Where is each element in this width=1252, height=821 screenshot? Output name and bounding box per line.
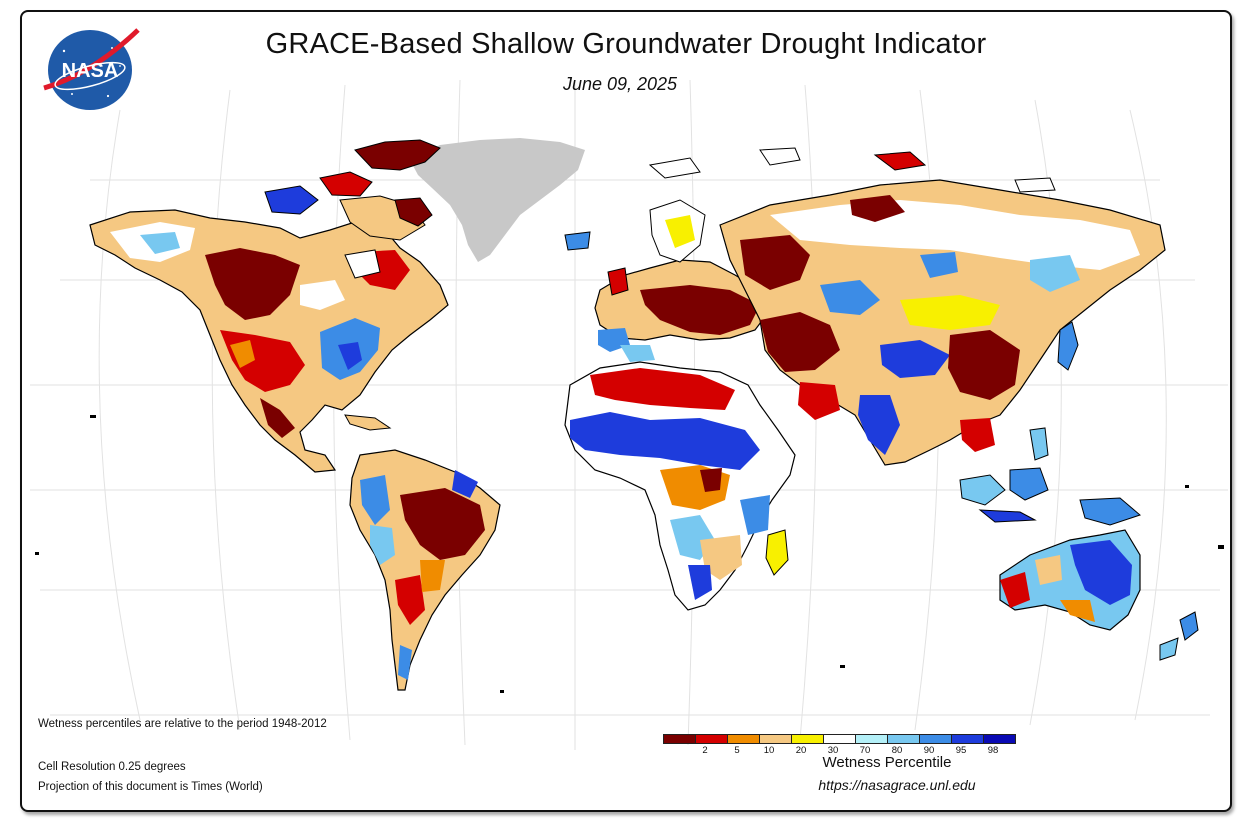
resolution-note: Cell Resolution 0.25 degrees bbox=[38, 761, 186, 773]
legend-swatch bbox=[727, 734, 760, 744]
svg-text:NASA: NASA bbox=[62, 60, 119, 82]
legend-swatch bbox=[759, 734, 792, 744]
australia bbox=[999, 529, 1199, 661]
projection-note: Projection of this document is Times (Wo… bbox=[38, 781, 263, 793]
legend-tick-label: 98 bbox=[987, 745, 999, 756]
legend-swatch bbox=[983, 734, 1016, 744]
africa bbox=[564, 361, 796, 611]
europe bbox=[564, 199, 771, 362]
southeast-asia bbox=[959, 427, 1141, 526]
legend-tick-label: 70 bbox=[859, 745, 871, 756]
legend-tick-label: 2 bbox=[702, 745, 708, 756]
legend-title: Wetness Percentile bbox=[822, 754, 952, 771]
period-note: Wetness percentiles are relative to the … bbox=[38, 718, 327, 730]
map-title: GRACE-Based Shallow Groundwater Drought … bbox=[265, 28, 987, 60]
legend-tick-label: 90 bbox=[923, 745, 935, 756]
legend-swatch bbox=[663, 734, 696, 744]
north-america bbox=[89, 139, 449, 473]
legend-swatch bbox=[855, 734, 888, 744]
legend-swatch bbox=[823, 734, 856, 744]
south-america bbox=[349, 449, 501, 691]
source-url[interactable]: https://nasagrace.unl.edu bbox=[818, 777, 976, 793]
legend-swatch bbox=[695, 734, 728, 744]
legend-swatch bbox=[919, 734, 952, 744]
legend-tick-label: 80 bbox=[891, 745, 903, 756]
nasa-logo: NASA bbox=[43, 28, 140, 110]
legend-swatch bbox=[791, 734, 824, 744]
legend-tick-label: 95 bbox=[955, 745, 967, 756]
legend-ticks: 2 5 10 20 30 70 80 90 95 98 bbox=[663, 745, 1133, 759]
legend: 2 5 10 20 30 70 80 90 95 98 bbox=[663, 734, 1016, 756]
legend-colorbar bbox=[663, 734, 1016, 744]
legend-tick-label: 10 bbox=[763, 745, 775, 756]
legend-tick-label: 20 bbox=[795, 745, 807, 756]
legend-swatch bbox=[951, 734, 984, 744]
legend-tick-label: 30 bbox=[827, 745, 839, 756]
small-islands bbox=[35, 415, 1224, 693]
asia bbox=[648, 147, 1166, 466]
legend-tick-label: 5 bbox=[734, 745, 740, 756]
greenland-landmass bbox=[410, 138, 585, 262]
legend-swatch bbox=[887, 734, 920, 744]
map-date: June 09, 2025 bbox=[562, 74, 678, 94]
